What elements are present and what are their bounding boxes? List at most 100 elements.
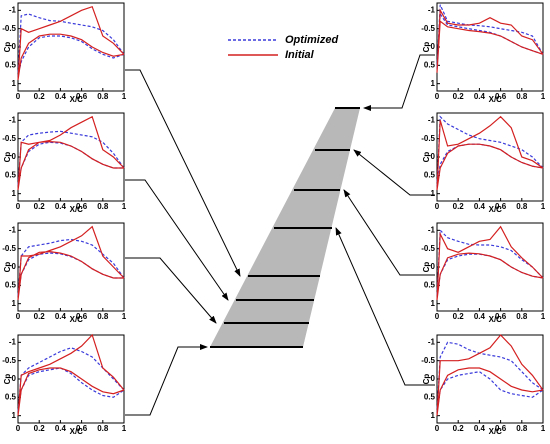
x-tick-label: 0: [16, 424, 21, 433]
cp-line: [17, 115, 125, 191]
y-tick-label: 0: [431, 374, 436, 383]
x-tick-label: 0.8: [97, 424, 109, 433]
x-tick-label: 0.4: [55, 202, 67, 211]
x-axis-label: X/C: [70, 95, 84, 104]
y-tick-label: -0.5: [2, 244, 16, 253]
x-tick-label: 1: [122, 424, 127, 433]
arrow: [125, 344, 208, 416]
x-tick-label: 0.4: [55, 424, 67, 433]
y-tick-label: 1: [12, 411, 17, 420]
y-tick-label: 0.5: [5, 60, 17, 69]
x-tick-label: 0.2: [453, 312, 465, 321]
x-tick-label: 0.2: [34, 312, 46, 321]
x-tick-label: 0: [435, 312, 440, 321]
y-axis-label: Cp: [3, 262, 12, 273]
y-tick-label: 0.5: [424, 170, 436, 179]
x-axis-label: X/C: [70, 427, 84, 436]
x-tick-label: 0.6: [495, 312, 507, 321]
cp-line: [17, 130, 125, 187]
y-tick-label: 0: [431, 42, 436, 51]
x-tick-label: 1: [541, 312, 546, 321]
y-tick-label: 0.5: [424, 280, 436, 289]
x-tick-label: 0.2: [34, 424, 46, 433]
x-tick-label: 0.6: [76, 424, 88, 433]
plot-frame: [17, 112, 125, 202]
x-tick-label: 0.2: [34, 92, 46, 101]
y-tick-label: -1: [9, 225, 17, 234]
x-tick-label: 1: [122, 92, 127, 101]
x-tick-label: 0.6: [495, 424, 507, 433]
wing-sections: [210, 107, 360, 348]
cp-line: [436, 334, 544, 416]
x-tick-label: 0.2: [34, 202, 46, 211]
x-tick-label: 0.8: [516, 312, 528, 321]
arrow: [335, 227, 435, 386]
cp-line: [436, 115, 544, 187]
cp-line: [17, 347, 125, 413]
x-tick-label: 0.4: [474, 312, 486, 321]
legend-label: Optimized: [285, 34, 338, 46]
y-tick-label: -1: [9, 337, 17, 346]
arrow: [353, 149, 435, 196]
y-tick-label: -0.5: [421, 134, 435, 143]
x-axis-label: X/C: [489, 315, 503, 324]
x-tick-label: 0.4: [55, 312, 67, 321]
y-tick-label: 1: [431, 79, 436, 88]
y-tick-label: 1: [431, 299, 436, 308]
plot-frame: [436, 2, 544, 92]
y-tick-label: -0.5: [2, 134, 16, 143]
arrow: [125, 179, 229, 301]
y-tick-label: -1: [428, 115, 436, 124]
legend-label: Initial: [285, 49, 315, 61]
x-tick-label: 1: [122, 202, 127, 211]
cp-line: [436, 228, 544, 297]
x-axis-label: X/C: [70, 315, 84, 324]
cp-line: [17, 225, 125, 301]
cp-line: [436, 225, 544, 301]
x-tick-label: 0: [435, 202, 440, 211]
y-axis-label: Cp: [3, 42, 12, 53]
y-tick-label: -0.5: [2, 24, 16, 33]
y-tick-label: -0.5: [2, 356, 16, 365]
cp-line: [17, 333, 125, 416]
x-tick-label: 0: [16, 92, 21, 101]
x-tick-label: 0.6: [76, 92, 88, 101]
y-axis-label: Cp: [422, 152, 431, 163]
cp-line: [17, 238, 125, 297]
y-tick-label: -1: [428, 5, 436, 14]
x-tick-label: 0.8: [516, 92, 528, 101]
x-tick-label: 0: [435, 92, 440, 101]
y-axis-label: Cp: [3, 374, 12, 385]
x-tick-label: 1: [541, 424, 546, 433]
x-tick-label: 0.6: [495, 202, 507, 211]
y-axis-label: Cp: [422, 262, 431, 273]
arrow: [125, 257, 217, 324]
arrows: [125, 54, 435, 416]
x-tick-label: 0.6: [76, 202, 88, 211]
y-tick-label: 1: [431, 189, 436, 198]
arrow: [363, 54, 435, 111]
y-tick-label: 0.5: [424, 60, 436, 69]
x-tick-label: 1: [122, 312, 127, 321]
x-axis-label: X/C: [489, 427, 503, 436]
y-axis-label: Cp: [3, 152, 12, 163]
cp-line: [436, 115, 544, 191]
x-tick-label: 0: [16, 202, 21, 211]
arrow: [343, 189, 435, 276]
x-tick-label: 0.6: [495, 92, 507, 101]
y-tick-label: 0: [12, 152, 17, 161]
y-tick-label: 1: [431, 411, 436, 420]
y-tick-label: 0: [12, 262, 17, 271]
x-axis-label: X/C: [70, 205, 84, 214]
x-tick-label: 0.2: [453, 92, 465, 101]
plot-frame: [436, 222, 544, 312]
y-tick-label: 0.5: [424, 392, 436, 401]
x-tick-label: 0.4: [474, 424, 486, 433]
y-tick-label: -1: [428, 225, 436, 234]
cp-line: [17, 13, 125, 77]
x-tick-label: 0.8: [516, 424, 528, 433]
x-tick-label: 1: [541, 202, 546, 211]
plot-frame: [17, 334, 125, 424]
